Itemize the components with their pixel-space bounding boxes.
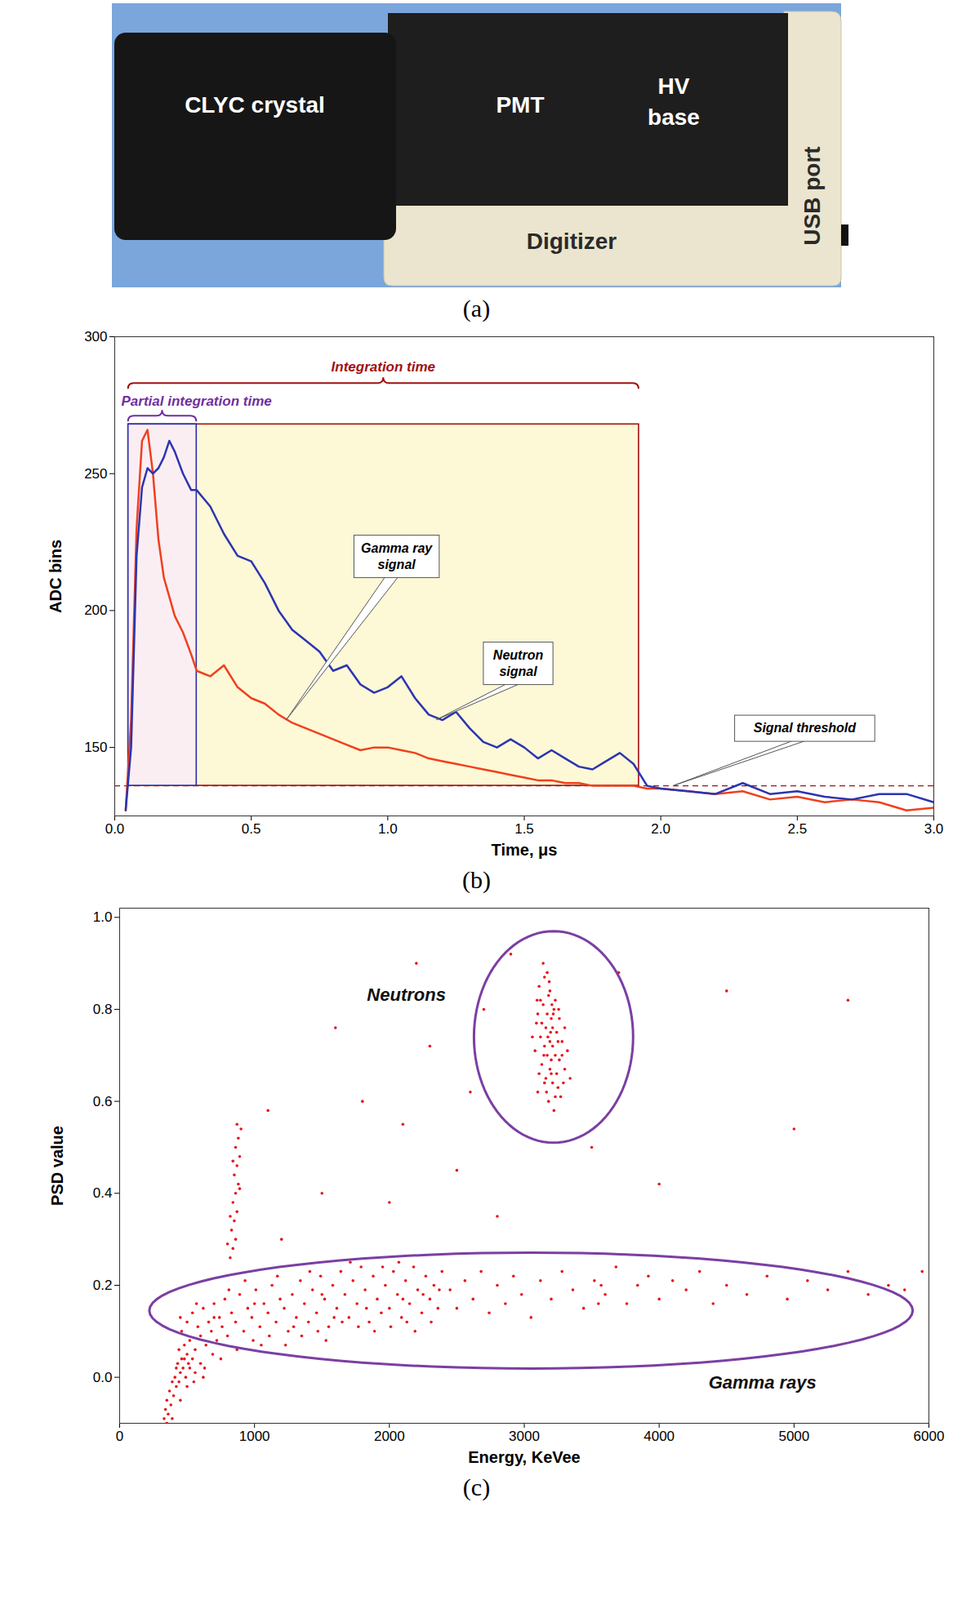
svg-text:Neutrons: Neutrons <box>366 984 446 1006</box>
html-text:(a): (a) <box>462 294 491 322</box>
svg-text:200: 200 <box>84 602 107 619</box>
svg-text:Integration time: Integration time <box>331 359 437 375</box>
svg-text:base: base <box>647 104 700 130</box>
svg-text:Time, μs: Time, μs <box>491 841 558 860</box>
svg-text:0.4: 0.4 <box>93 1185 113 1202</box>
svg-text:150: 150 <box>84 739 107 756</box>
svg-text:6000: 6000 <box>913 1429 945 1445</box>
svg-text:2000: 2000 <box>374 1429 406 1445</box>
svg-text:3.0: 3.0 <box>924 821 945 838</box>
svg-text:signal: signal <box>378 557 417 572</box>
svg-text:ADC bins: ADC bins <box>46 539 65 614</box>
html-text:(c): (c) <box>462 1474 491 1501</box>
svg-text:PMT: PMT <box>495 92 544 118</box>
svg-text:CLYC crystal: CLYC crystal <box>184 92 326 118</box>
svg-text:0: 0 <box>115 1429 124 1445</box>
svg-text:Neutron: Neutron <box>493 648 544 663</box>
svg-text:1000: 1000 <box>239 1429 271 1445</box>
svg-text:Energy, KeVee: Energy, KeVee <box>467 1448 580 1467</box>
svg-text:Partial integration time: Partial integration time <box>121 393 272 410</box>
svg-text:0.8: 0.8 <box>93 1001 113 1018</box>
svg-text:0.5: 0.5 <box>241 821 262 838</box>
svg-text:Digitizer: Digitizer <box>526 228 618 254</box>
svg-text:USB port: USB port <box>799 146 825 245</box>
svg-text:PSD value: PSD value <box>48 1126 67 1207</box>
svg-text:1.0: 1.0 <box>93 909 113 926</box>
svg-text:4000: 4000 <box>643 1429 675 1445</box>
svg-text:0.6: 0.6 <box>93 1094 113 1110</box>
svg-text:1.0: 1.0 <box>378 821 398 838</box>
svg-text:Gamma rays: Gamma rays <box>708 1372 817 1394</box>
svg-text:2.5: 2.5 <box>788 821 808 838</box>
svg-text:0.0: 0.0 <box>105 821 125 838</box>
svg-text:2.0: 2.0 <box>650 821 671 838</box>
svg-text:3000: 3000 <box>508 1429 540 1445</box>
svg-text:Gamma ray: Gamma ray <box>360 541 433 556</box>
svg-text:250: 250 <box>84 466 107 482</box>
svg-text:0.0: 0.0 <box>93 1370 113 1386</box>
svg-text:HV: HV <box>658 73 691 99</box>
svg-text:1.5: 1.5 <box>514 821 535 838</box>
svg-text:300: 300 <box>84 329 107 345</box>
svg-text:0.2: 0.2 <box>93 1278 113 1294</box>
svg-text:Signal threshold: Signal threshold <box>753 721 858 735</box>
svg-text:signal: signal <box>498 664 538 679</box>
html-text:(b): (b) <box>462 866 491 894</box>
svg-text:5000: 5000 <box>778 1429 810 1445</box>
